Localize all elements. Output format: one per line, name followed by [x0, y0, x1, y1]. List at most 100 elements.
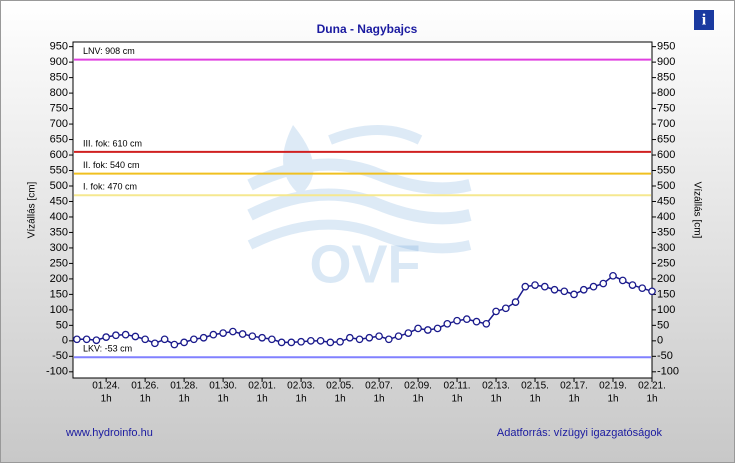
data-point	[599, 279, 608, 288]
data-point	[258, 333, 266, 342]
y-tick-label: 400	[50, 211, 68, 223]
watermark: OVF	[309, 234, 420, 294]
data-point	[375, 332, 383, 341]
reference-label: III. fok: 610 cm	[83, 138, 142, 148]
y-tick-label: -50	[52, 350, 68, 362]
y2-tick-label: 950	[657, 41, 675, 53]
y2-tick-label: 350	[657, 226, 675, 238]
data-point	[170, 340, 179, 349]
y-tick-label: 700	[50, 118, 68, 130]
data-point	[248, 332, 257, 341]
x-tick-label: 01.26.	[131, 381, 159, 392]
data-point	[190, 335, 198, 344]
data-point	[433, 324, 442, 333]
data-point	[102, 333, 110, 341]
x-tick-label: 02.21.	[638, 381, 666, 392]
x-tick-label: 01.28.	[170, 381, 198, 392]
data-point	[540, 282, 549, 291]
y2-tick-label: 450	[657, 195, 675, 207]
y2-tick-label: 500	[657, 180, 675, 192]
watermark-logo	[247, 125, 472, 254]
x-tick-sublabel: 1h	[101, 394, 112, 405]
y-tick-label: 150	[50, 288, 68, 300]
x-tick-sublabel: 1h	[335, 394, 346, 405]
data-point	[112, 331, 120, 340]
y-axis-label: Vízállás [cm]	[27, 181, 38, 238]
data-point	[648, 287, 656, 296]
y2-tick-label: 150	[657, 288, 675, 300]
x-tick-label: 02.07.	[365, 381, 393, 392]
data-point	[589, 282, 598, 291]
data-point	[501, 304, 510, 313]
data-point	[141, 335, 149, 344]
y-tick-label: 50	[56, 319, 68, 331]
y2-axis-label: Vízállás [cm]	[691, 182, 702, 239]
y-tick-label: 600	[50, 149, 68, 161]
data-point	[73, 335, 81, 344]
data-point	[579, 285, 588, 294]
y2-tick-label: -50	[657, 350, 673, 362]
x-tick-label: 02.01.	[248, 381, 276, 392]
data-point	[326, 338, 335, 347]
y2-tick-label: 100	[657, 304, 675, 316]
x-tick-sublabel: 1h	[568, 394, 579, 405]
footer-right: Adatforrás: vízügyi igazgatóságok	[497, 427, 663, 439]
data-point	[443, 319, 452, 328]
data-point	[160, 335, 169, 344]
data-point	[336, 337, 344, 346]
y2-tick-label: 750	[657, 102, 675, 114]
data-point	[453, 316, 461, 325]
data-point	[180, 338, 188, 347]
data-point	[297, 337, 305, 346]
y2-tick-label: 250	[657, 257, 675, 269]
data-point	[151, 339, 159, 348]
data-point	[550, 285, 559, 294]
data-point	[238, 330, 247, 338]
x-tick-label: 02.13.	[482, 381, 510, 392]
y2-tick-label: 800	[657, 87, 675, 99]
data-point	[511, 298, 520, 306]
x-tick-label: 02.19.	[599, 381, 627, 392]
data-point	[345, 333, 354, 342]
data-point	[472, 317, 481, 326]
data-point	[199, 333, 208, 342]
y-tick-label: 0	[62, 335, 68, 347]
data-point	[209, 330, 218, 339]
y-tick-label: 100	[50, 304, 68, 316]
y2-tick-label: 400	[657, 211, 675, 223]
y2-tick-label: 300	[657, 242, 675, 254]
data-point	[92, 336, 101, 345]
data-point	[628, 281, 637, 289]
data-point	[638, 284, 647, 293]
data-point	[414, 324, 422, 333]
x-tick-label: 01.30.	[209, 381, 237, 392]
x-tick-sublabel: 1h	[296, 394, 307, 405]
y2-tick-label: 0	[657, 335, 663, 347]
y2-tick-label: 550	[657, 164, 675, 176]
info-icon[interactable]: i	[702, 12, 707, 29]
data-point	[394, 332, 403, 341]
data-point	[531, 281, 539, 289]
y-tick-label: 750	[50, 102, 68, 114]
x-tick-sublabel: 1h	[451, 394, 462, 405]
y-tick-label: 950	[50, 41, 68, 53]
reference-label: LKV: -53 cm	[83, 344, 132, 354]
data-point	[462, 315, 471, 324]
x-tick-label: 02.09.	[404, 381, 432, 392]
y-tick-label: -100	[46, 366, 68, 378]
info-button[interactable]	[694, 10, 714, 30]
x-tick-label: 02.17.	[560, 381, 588, 392]
data-point	[229, 327, 237, 336]
footer-left: www.hydroinfo.hu	[65, 427, 153, 439]
y2-tick-label: 600	[657, 149, 675, 161]
data-point	[131, 332, 140, 341]
x-tick-label: 02.11.	[444, 381, 471, 392]
data-point	[404, 329, 413, 337]
plot-area	[72, 41, 653, 379]
y-tick-label: 500	[50, 180, 68, 192]
y-tick-label: 250	[50, 257, 68, 269]
x-tick-sublabel: 1h	[412, 394, 423, 405]
x-tick-sublabel: 1h	[218, 394, 229, 405]
data-point	[423, 326, 432, 334]
